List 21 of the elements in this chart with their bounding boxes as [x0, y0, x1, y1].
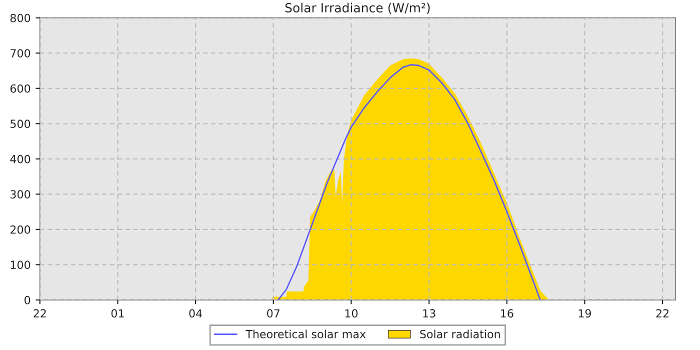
x-tick-label: 04 — [189, 309, 202, 318]
y-tick-label: 100 — [10, 260, 30, 270]
x-tick-label: 13 — [423, 309, 436, 318]
y-tick-label: 800 — [10, 14, 30, 22]
x-tick-label: 07 — [267, 309, 280, 318]
y-tick-label: 500 — [10, 120, 30, 128]
y-tick-label: 700 — [10, 49, 30, 58]
x-tick-label: 22 — [34, 309, 46, 318]
chart-title: Solar Irradiance (W/m²) — [285, 2, 430, 14]
y-tick-label: 200 — [10, 225, 30, 234]
y-tick-label: 300 — [10, 190, 30, 199]
y-tick-label: 400 — [10, 154, 30, 164]
x-tick-label: 01 — [111, 309, 124, 318]
legend-label: Theoretical solar max — [246, 330, 366, 338]
x-tick-label: 22 — [656, 309, 668, 318]
x-tick-label: 10 — [345, 309, 358, 318]
x-tick-label: 19 — [578, 309, 591, 318]
x-tick-label: 16 — [501, 309, 514, 318]
y-tick-label: 0 — [24, 296, 30, 304]
y-tick-label: 600 — [10, 84, 30, 93]
legend-label: Solar radiation — [420, 330, 500, 338]
